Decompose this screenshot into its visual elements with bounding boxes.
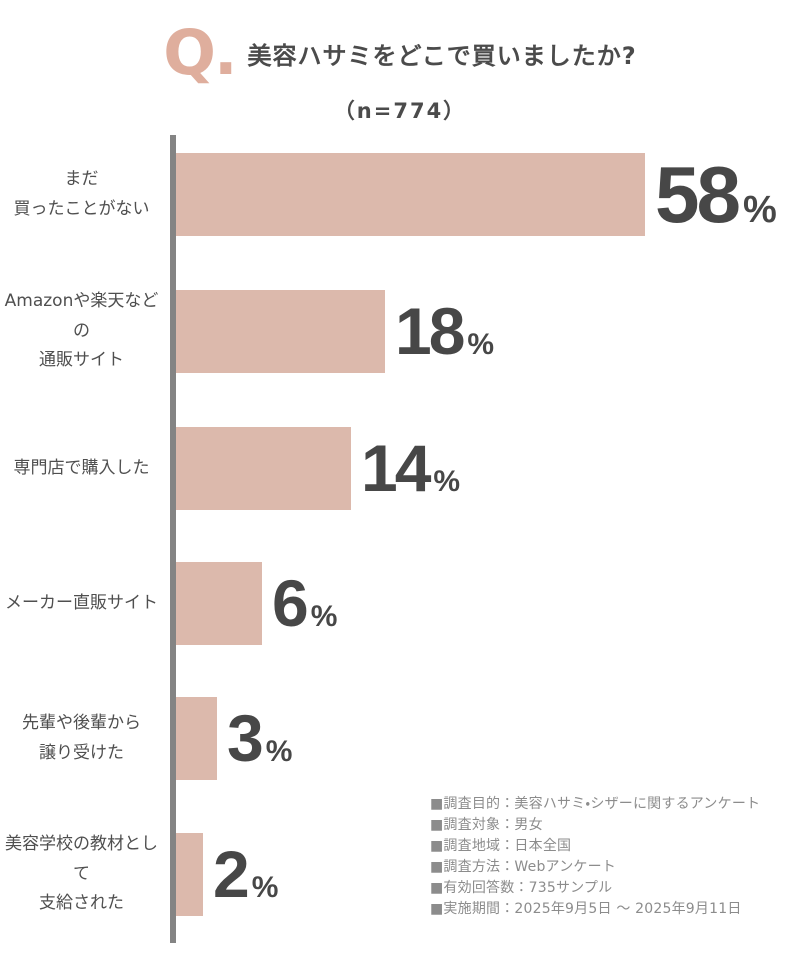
category-label: メーカー直販サイト <box>0 562 163 645</box>
value-number: 2 <box>213 837 250 912</box>
sample-size-label: （n=774） <box>333 99 467 123</box>
bar <box>176 153 645 236</box>
bar-row: まだ買ったことがない 58 % <box>0 153 800 236</box>
category-label-line: 専門店で購入した <box>13 457 150 478</box>
bar <box>176 290 385 373</box>
category-label: 先輩や後輩から 譲り受けた <box>0 697 163 780</box>
value-label: 58 % <box>655 149 777 239</box>
value-unit: % <box>265 735 293 769</box>
value-label: 2 % <box>213 837 279 912</box>
value-unit: % <box>467 328 495 362</box>
bar-row: 先輩や後輩から 譲り受けた 3 % <box>0 697 800 780</box>
value-unit: % <box>433 465 461 499</box>
q-mark: Q. <box>163 16 237 89</box>
value-label: 18 % <box>395 294 495 369</box>
bar-wrap: 58 % <box>176 153 777 236</box>
survey-note-line: ■調査方法：Webアンケート <box>430 859 616 875</box>
value-number: 3 <box>227 701 264 776</box>
category-label-line: 譲り受けた <box>39 742 124 763</box>
bar-row: Amazonや楽天などの通販サイト 18 % <box>0 290 800 373</box>
survey-note-line: ■調査対象：男女 <box>430 817 543 833</box>
category-label: 専門店で購入した <box>0 427 163 510</box>
category-label-line: 美容学校の教材として <box>5 833 158 884</box>
page-title: 美容ハサミをどこで買いましたか? <box>247 42 637 70</box>
category-label-line: 支給された <box>39 893 124 914</box>
value-label: 6 % <box>272 566 338 641</box>
category-label-line: メーカー直販サイト <box>5 592 158 613</box>
survey-note-line: ■実施期間：2025年9月5日 ～ 2025年9月11日 <box>430 901 742 917</box>
value-unit: % <box>310 600 338 634</box>
bar <box>176 697 217 780</box>
category-label: Amazonや楽天などの通販サイト <box>0 290 163 373</box>
category-label: 美容学校の教材として支給された <box>0 833 163 916</box>
bar <box>176 427 351 510</box>
value-number: 58 <box>655 149 741 239</box>
survey-notes: ■調査目的：美容ハサミ・シザーに関するアンケート ■調査対象：男女 ■調査地域：日本… <box>430 794 760 920</box>
bar-wrap: 14 % <box>176 427 460 510</box>
value-number: 18 <box>395 294 465 369</box>
bar <box>176 562 262 645</box>
value-number: 14 <box>361 431 431 506</box>
category-label-line: 買ったことがない <box>13 198 150 219</box>
bar-wrap: 6 % <box>176 562 337 645</box>
value-label: 14 % <box>361 431 461 506</box>
value-unit: % <box>742 188 777 231</box>
bar-wrap: 18 % <box>176 290 494 373</box>
bar <box>176 833 203 916</box>
category-label-line: 先輩や後輩から <box>22 712 141 733</box>
y-axis-line <box>170 135 176 943</box>
survey-note-line: ■有効回答数：735サンプル <box>430 880 613 896</box>
category-label-line: 通販サイト <box>39 350 124 371</box>
bar-wrap: 2 % <box>176 833 278 916</box>
category-label-line: まだ <box>64 168 99 189</box>
header: Q. 美容ハサミをどこで買いましたか? <box>0 16 800 89</box>
bar-row: メーカー直販サイト 6 % <box>0 562 800 645</box>
category-label: まだ買ったことがない <box>0 153 163 236</box>
survey-note-line: ■調査地域：日本全国 <box>430 838 572 854</box>
survey-note-line: ■調査目的：美容ハサミ・シザーに関するアンケート <box>430 796 761 812</box>
value-number: 6 <box>272 566 309 641</box>
bar-row: 専門店で購入した 14 % <box>0 427 800 510</box>
category-label-line: Amazonや楽天などの <box>4 290 159 341</box>
bar-row: 美容学校の教材として支給された 2 % <box>0 833 800 916</box>
value-label: 3 % <box>227 701 293 776</box>
value-unit: % <box>251 871 279 905</box>
bar-wrap: 3 % <box>176 697 292 780</box>
